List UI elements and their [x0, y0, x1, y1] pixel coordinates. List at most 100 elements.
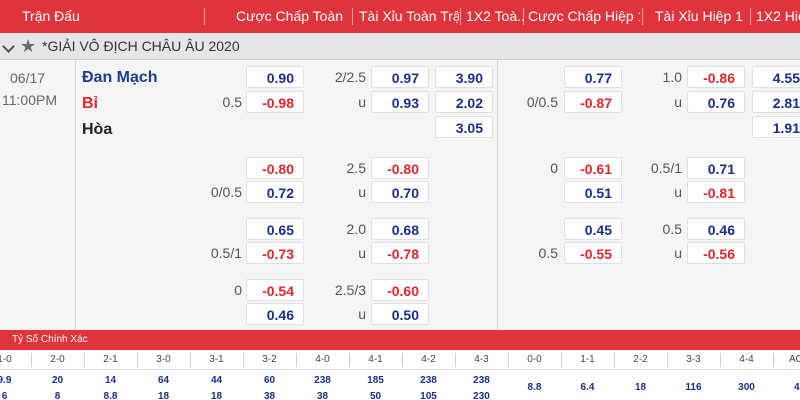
h1-hdp-away-line: 0.5: [538, 245, 558, 261]
score-odds[interactable]: 185: [367, 375, 384, 386]
score-odds[interactable]: 42: [793, 382, 800, 393]
score-odds[interactable]: 20: [51, 375, 64, 386]
h1-ou-over-odds[interactable]: -0.86: [687, 66, 745, 88]
score-label: 4-2: [421, 354, 436, 365]
h1-x12-away-odds[interactable]: 2.81: [752, 91, 800, 113]
hdp-away-odds[interactable]: 0.72: [246, 181, 304, 203]
x12-draw-odds[interactable]: 3.05: [435, 116, 493, 138]
score-label: 2-2: [633, 354, 648, 365]
h1-hdp-away-odds[interactable]: 0.51: [564, 181, 622, 203]
col-hdp-ft[interactable]: Cược Chấp Toàn ...: [236, 8, 348, 24]
hdp-away-odds[interactable]: -0.98: [246, 91, 304, 113]
score-odds[interactable]: 8.8: [103, 391, 118, 400]
h1-x12-draw-odds[interactable]: 1.91: [752, 116, 800, 138]
score-odds[interactable]: 38: [263, 391, 276, 400]
score-label: 1-1: [580, 354, 595, 365]
hdp-away-line: 0/0.5: [210, 184, 242, 200]
col-hdp-h1[interactable]: Cược Chấp Hiệp 1: [528, 8, 640, 24]
ou-over-odds[interactable]: -0.60: [371, 279, 429, 301]
hdp-home-odds[interactable]: -0.80: [246, 157, 304, 179]
h1-hdp-home-odds[interactable]: -0.61: [564, 157, 622, 179]
score-odds[interactable]: 238: [420, 375, 437, 386]
league-row[interactable]: ★ *GIẢI VÔ ĐỊCH CHÂU ÂU 2020: [0, 33, 800, 60]
ou-under-label: u: [358, 245, 366, 261]
score-odds[interactable]: 18: [634, 382, 647, 393]
score-odds[interactable]: 8.8: [527, 382, 542, 393]
h1-hdp-away-odds[interactable]: -0.87: [564, 91, 622, 113]
score-odds[interactable]: 9.9: [0, 375, 12, 386]
score-odds[interactable]: 14: [104, 375, 117, 386]
score-label: 4-4: [739, 354, 754, 365]
team-home: Đan Mạch: [82, 69, 158, 86]
hdp-home-odds[interactable]: -0.54: [246, 279, 304, 301]
col-ou-h1[interactable]: Tài Xỉu Hiệp 1: [655, 8, 743, 24]
x12-away-odds[interactable]: 2.02: [435, 91, 493, 113]
h1-ou-line: 0.5: [662, 221, 682, 237]
league-title: *GIẢI VÔ ĐỊCH CHÂU ÂU 2020: [42, 38, 240, 54]
hdp-home-line: [186, 66, 242, 88]
ou-under-odds[interactable]: 0.70: [371, 181, 429, 203]
score-odds[interactable]: 44: [210, 375, 223, 386]
h1-ou-under-odds[interactable]: 0.76: [687, 91, 745, 113]
h1-ou-under-odds[interactable]: -0.56: [687, 242, 745, 264]
hdp-away-odds[interactable]: 0.46: [246, 303, 304, 325]
h1-ou-under-label: u: [674, 184, 682, 200]
chevron-down-icon[interactable]: [2, 40, 15, 53]
score-odds[interactable]: 8: [54, 391, 61, 400]
h1-hdp-home-line: 0: [550, 160, 558, 176]
score-odds[interactable]: 6: [1, 391, 8, 400]
h1-hdp-home-odds[interactable]: 0.45: [564, 218, 622, 240]
ou-under-label: u: [358, 306, 366, 322]
ou-under-odds[interactable]: 0.93: [371, 91, 429, 113]
h1-x12-home-odds[interactable]: 4.55: [752, 66, 800, 88]
table-header: Trận Đấu Cược Chấp Toàn ... Tài Xỉu Toàn…: [0, 0, 800, 33]
score-label: 3-1: [209, 354, 224, 365]
h1-ou-over-odds[interactable]: 0.46: [687, 218, 745, 240]
score-odds[interactable]: 116: [685, 382, 702, 393]
team-away: Bỉ: [82, 95, 98, 112]
h1-ou-under-odds[interactable]: -0.81: [687, 181, 745, 203]
col-1x2-h1[interactable]: 1X2 Hiệ: [756, 8, 800, 24]
ou-over-odds[interactable]: -0.80: [371, 157, 429, 179]
hdp-away-odds[interactable]: -0.73: [246, 242, 304, 264]
score-odds[interactable]: 230: [473, 391, 490, 400]
correct-score-title: Tỷ Số Chính Xác: [0, 330, 800, 350]
hdp-home-odds[interactable]: 0.65: [246, 218, 304, 240]
score-odds[interactable]: 18: [210, 391, 223, 400]
star-icon[interactable]: ★: [20, 36, 37, 56]
score-odds[interactable]: 238: [314, 375, 331, 386]
score-odds[interactable]: 238: [473, 375, 490, 386]
score-label: 2-0: [50, 354, 65, 365]
col-1x2-ft[interactable]: 1X2 Toà...: [466, 8, 524, 24]
hdp-away-line: 0.5: [222, 94, 242, 110]
ou-over-odds[interactable]: 0.97: [371, 66, 429, 88]
score-odds[interactable]: 60: [263, 375, 276, 386]
correct-score-header: 1-0 2-0 2-1 3-0 3-1 3-2 4-0 4-1 4-2 4-3 0-0 1-1 2-2 3…: [0, 350, 800, 370]
hdp-away-line: 0.5/1: [210, 245, 242, 261]
h1-hdp-home-odds[interactable]: 0.77: [564, 66, 622, 88]
ou-line: 2.0: [346, 221, 366, 237]
score-odds[interactable]: 64: [157, 375, 170, 386]
score-label: AOS: [788, 354, 800, 365]
h1-hdp-away-odds[interactable]: -0.55: [564, 242, 622, 264]
score-odds[interactable]: 105: [420, 391, 437, 400]
score-odds[interactable]: 38: [316, 391, 329, 400]
col-match: Trận Đấu: [22, 8, 80, 24]
h1-ou-over-odds[interactable]: 0.71: [687, 157, 745, 179]
h1-ou-line: 1.0: [662, 69, 682, 85]
hdp-home-odds[interactable]: 0.90: [246, 66, 304, 88]
ou-over-odds[interactable]: 0.68: [371, 218, 429, 240]
ou-line: 2.5/3: [334, 282, 366, 298]
h1-ou-under-label: u: [674, 94, 682, 110]
score-label: 3-3: [686, 354, 701, 365]
score-odds[interactable]: 18: [157, 391, 170, 400]
ou-under-odds[interactable]: -0.78: [371, 242, 429, 264]
h1-ou-under-label: u: [674, 245, 682, 261]
col-ou-ft[interactable]: Tài Xỉu Toàn Trận: [359, 8, 459, 24]
x12-home-odds[interactable]: 3.90: [435, 66, 493, 88]
score-odds[interactable]: 300: [738, 382, 755, 393]
ou-under-odds[interactable]: 0.50: [371, 303, 429, 325]
score-odds[interactable]: 50: [369, 391, 382, 400]
ou-under-label: u: [358, 184, 366, 200]
score-odds[interactable]: 6.4: [580, 382, 595, 393]
